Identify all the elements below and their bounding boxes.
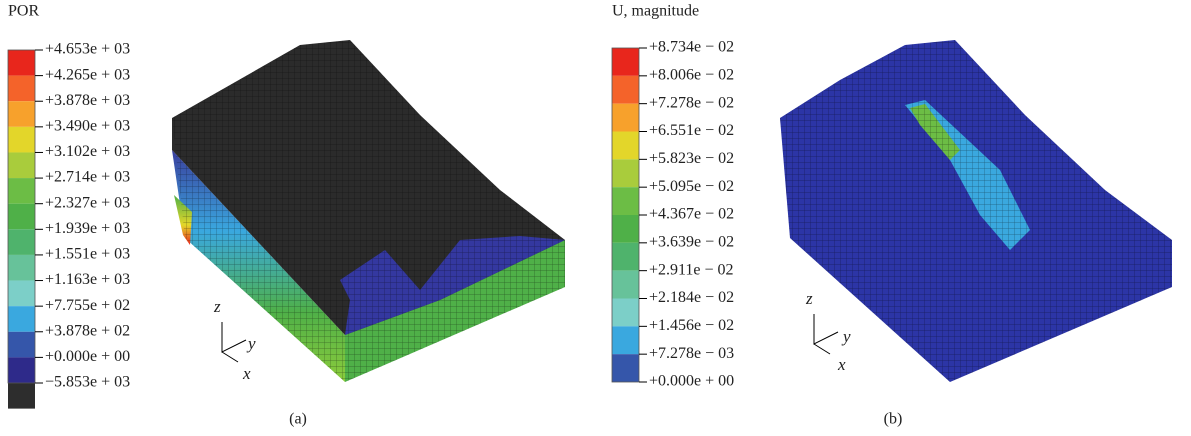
legend-label: +8.006e − 02 (649, 67, 734, 84)
legend-swatch (8, 255, 35, 281)
caption: (a) (289, 411, 307, 428)
legend-swatch (8, 127, 35, 153)
legend-swatch (612, 76, 639, 104)
legend-swatch (612, 132, 639, 160)
legend-label: +2.184e − 02 (649, 289, 734, 306)
legend-swatch (8, 152, 35, 178)
legend-label: +3.878e + 02 (45, 322, 130, 339)
caption: (b) (884, 411, 903, 428)
legend-label: +5.823e − 02 (649, 150, 734, 167)
axis-label-x: x (837, 355, 846, 374)
legend-label: +7.278e − 02 (649, 94, 734, 111)
panel-title: U, magnitude (612, 3, 699, 20)
mesh-a (172, 40, 565, 382)
legend-label: +1.163e + 03 (45, 271, 130, 288)
legend-label: +1.551e + 03 (45, 246, 130, 263)
legend-swatch (612, 354, 639, 382)
legend-swatch (612, 159, 639, 187)
legend-label: +3.490e + 03 (45, 118, 130, 135)
legend-label: +4.653e + 03 (45, 41, 130, 58)
legend-label: +4.265e + 03 (45, 66, 130, 83)
figure: POR +4.653e + 03 +4.265e + 03 +3.878e + 03 +… (0, 0, 1191, 436)
legend-label: +0.000e + 00 (649, 373, 734, 390)
legend-swatch (8, 50, 35, 76)
legend-swatch (612, 299, 639, 327)
legend-label: +2.714e + 03 (45, 169, 130, 186)
legend-swatch (8, 229, 35, 255)
legend-swatch (8, 76, 35, 102)
legend-label: +7.278e − 03 (649, 345, 734, 362)
legend-label: +6.551e − 02 (649, 122, 734, 139)
legend-swatch (612, 326, 639, 354)
legend-swatch (8, 101, 35, 127)
axis-triad-b (814, 314, 838, 354)
axis-label-y: y (246, 334, 256, 353)
legend-swatch (8, 306, 35, 332)
legend-label: +1.939e + 03 (45, 220, 130, 237)
legend-label: +3.102e + 03 (45, 143, 130, 160)
legend-label: +2.911e − 02 (649, 261, 734, 278)
legend-swatch (612, 187, 639, 215)
legend-swatch (612, 48, 639, 76)
legend-swatch (612, 215, 639, 243)
legend-swatch (8, 332, 35, 358)
legend-label: +5.095e − 02 (649, 178, 734, 195)
legend-label: +4.367e − 02 (649, 206, 734, 223)
axis-label-z: z (213, 297, 221, 316)
legend-swatch (8, 383, 35, 409)
legend-swatch (612, 104, 639, 132)
legend-label: +0.000e + 00 (45, 348, 130, 365)
panel-title: POR (8, 3, 39, 20)
legend-label: +1.456e − 02 (649, 317, 734, 334)
legend-label: +3.639e − 02 (649, 234, 734, 251)
legend-swatch (8, 281, 35, 307)
legend-label: +2.327e + 03 (45, 194, 130, 211)
legend-label: +3.878e + 03 (45, 92, 130, 109)
axis-label-z: z (805, 289, 813, 308)
legend-swatch (612, 243, 639, 271)
axis-label-y: y (841, 327, 851, 346)
legend-swatch (8, 178, 35, 204)
legend-swatch (612, 271, 639, 299)
legend-label: +8.734e − 02 (649, 39, 734, 56)
axis-triad-a (222, 322, 246, 362)
axis-label-x: x (242, 364, 251, 383)
legend-label: +7.755e + 02 (45, 297, 130, 314)
legend-label: −5.853e + 03 (45, 374, 130, 391)
legend-swatch (8, 357, 35, 383)
mesh-b (780, 40, 1172, 382)
legend-swatch (8, 204, 35, 230)
